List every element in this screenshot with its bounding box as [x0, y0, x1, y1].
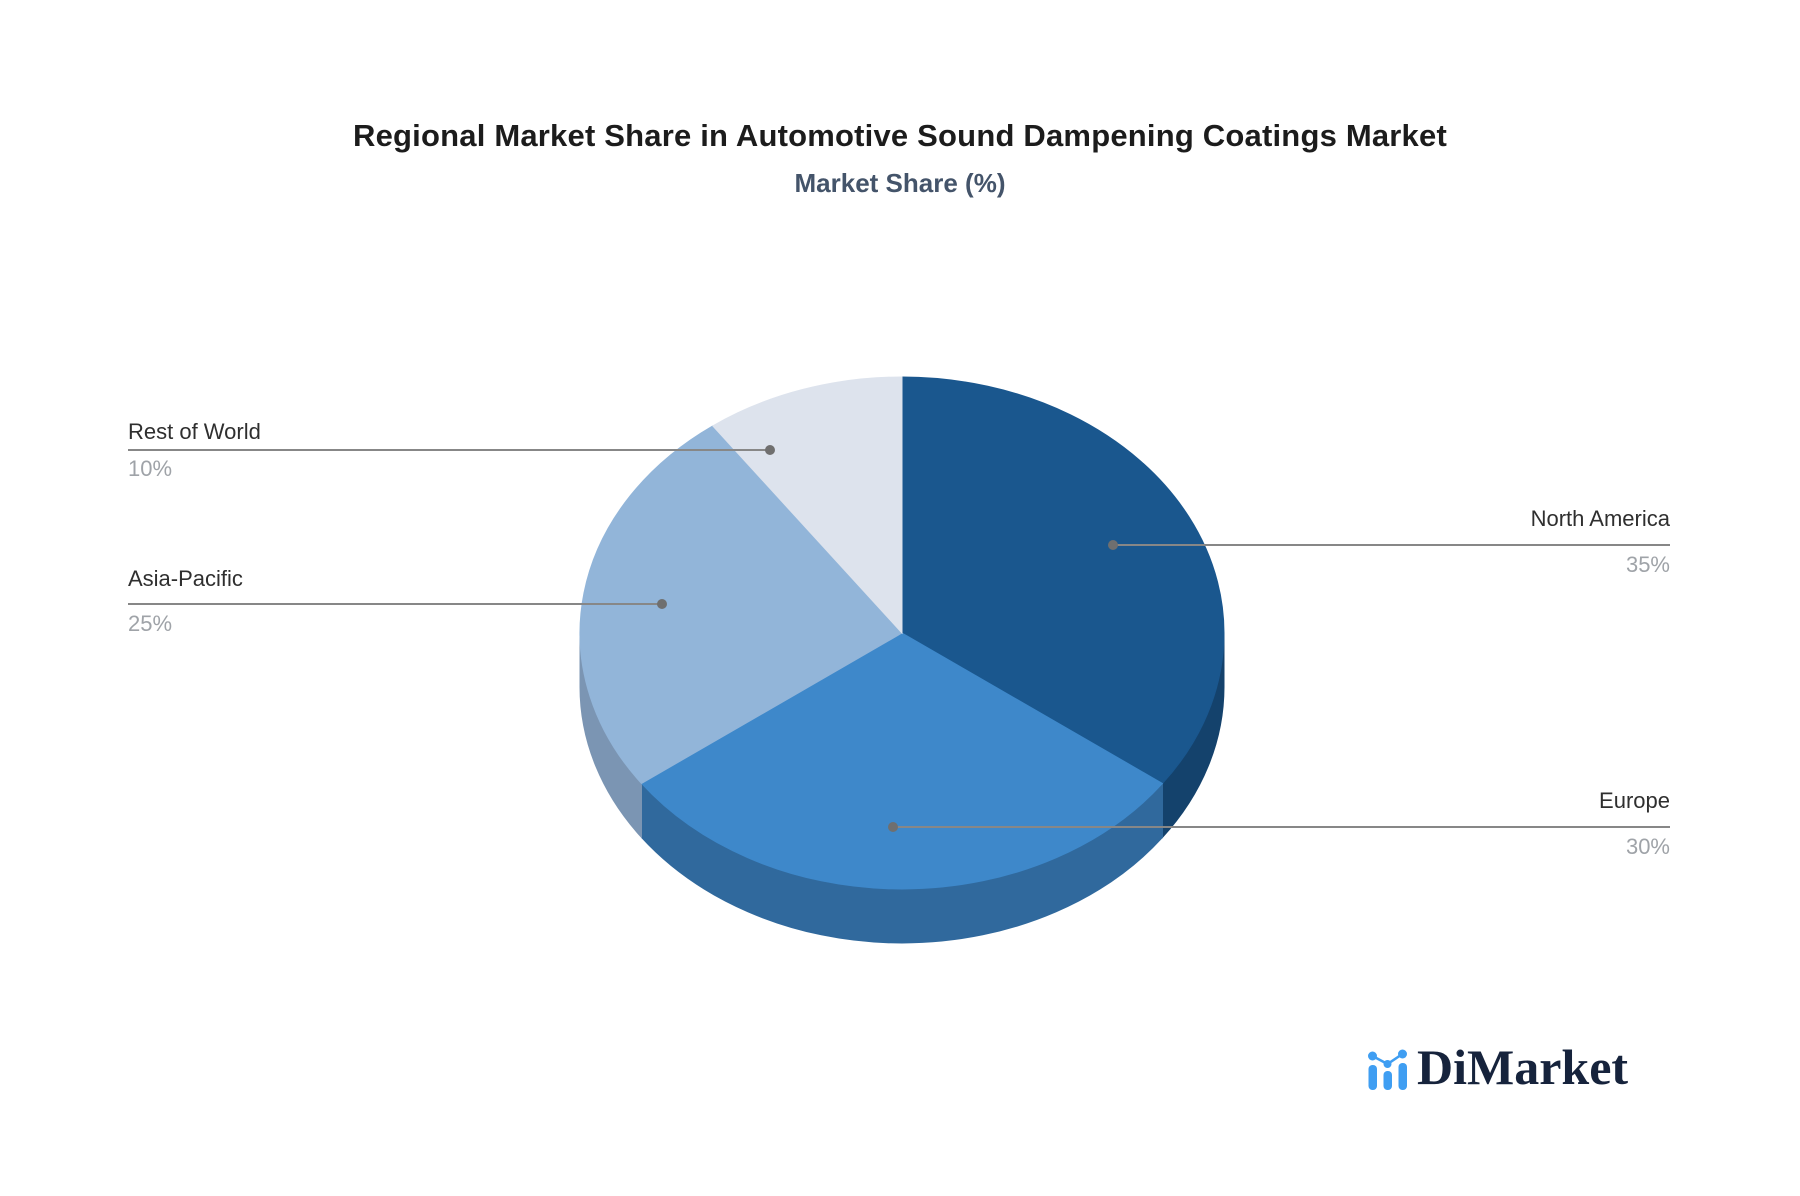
label-rest-of-world-name: Rest of World	[128, 419, 261, 444]
value-north-america: 35%	[1626, 552, 1670, 578]
label-north-america: North America	[1531, 506, 1670, 532]
pie-slice-rest-of-world[interactable]	[711, 376, 903, 635]
value-europe: 30%	[1626, 834, 1670, 860]
label-asia-pacific: Asia-Pacific	[128, 566, 243, 592]
label-europe: Europe	[1599, 788, 1670, 814]
leader-dot-europe	[888, 822, 898, 832]
leader-dot-north-america	[1108, 540, 1118, 550]
value-asia-pacific-pct: 25%	[128, 611, 173, 636]
leader-lines	[128, 445, 1670, 832]
pie-slice-asia-pacific[interactable]	[579, 425, 903, 785]
brand-name: DiMarket	[1417, 1039, 1629, 1095]
chart-subtitle: Market Share (%)	[794, 168, 1006, 198]
leader-dot-rest-of-world	[765, 445, 775, 455]
label-rest-of-world: Rest of World	[128, 419, 261, 445]
leader-dot-asia-pacific	[657, 599, 667, 609]
chart-title: Regional Market Share in Automotive Soun…	[353, 118, 1447, 153]
logo-dot-3	[1398, 1049, 1407, 1059]
value-europe-pct: 30%	[1625, 834, 1670, 859]
logo-bar-1	[1368, 1065, 1377, 1090]
value-rest-of-world: 10%	[128, 456, 172, 482]
label-asia-pacific-name: Asia-Pacific	[128, 566, 243, 591]
value-north-america-pct: 35%	[1625, 552, 1670, 577]
logo-dot-1	[1368, 1051, 1377, 1061]
value-rest-of-world-pct: 10%	[128, 456, 173, 481]
logo-bar-3	[1398, 1063, 1407, 1090]
pie-slice-europe[interactable]	[640, 632, 1164, 890]
bar-chart-trend-icon	[1368, 1049, 1407, 1090]
label-north-america-name: North America	[1530, 506, 1670, 531]
label-europe-name: Europe	[1599, 788, 1670, 813]
logo-dot-2	[1383, 1060, 1392, 1068]
pie-slices	[579, 376, 1225, 944]
brand-logo: DiMarket	[1360, 1040, 1660, 1110]
pie-slice-north-america[interactable]	[901, 376, 1225, 785]
logo-bar-2	[1383, 1071, 1392, 1090]
value-asia-pacific: 25%	[128, 611, 172, 637]
